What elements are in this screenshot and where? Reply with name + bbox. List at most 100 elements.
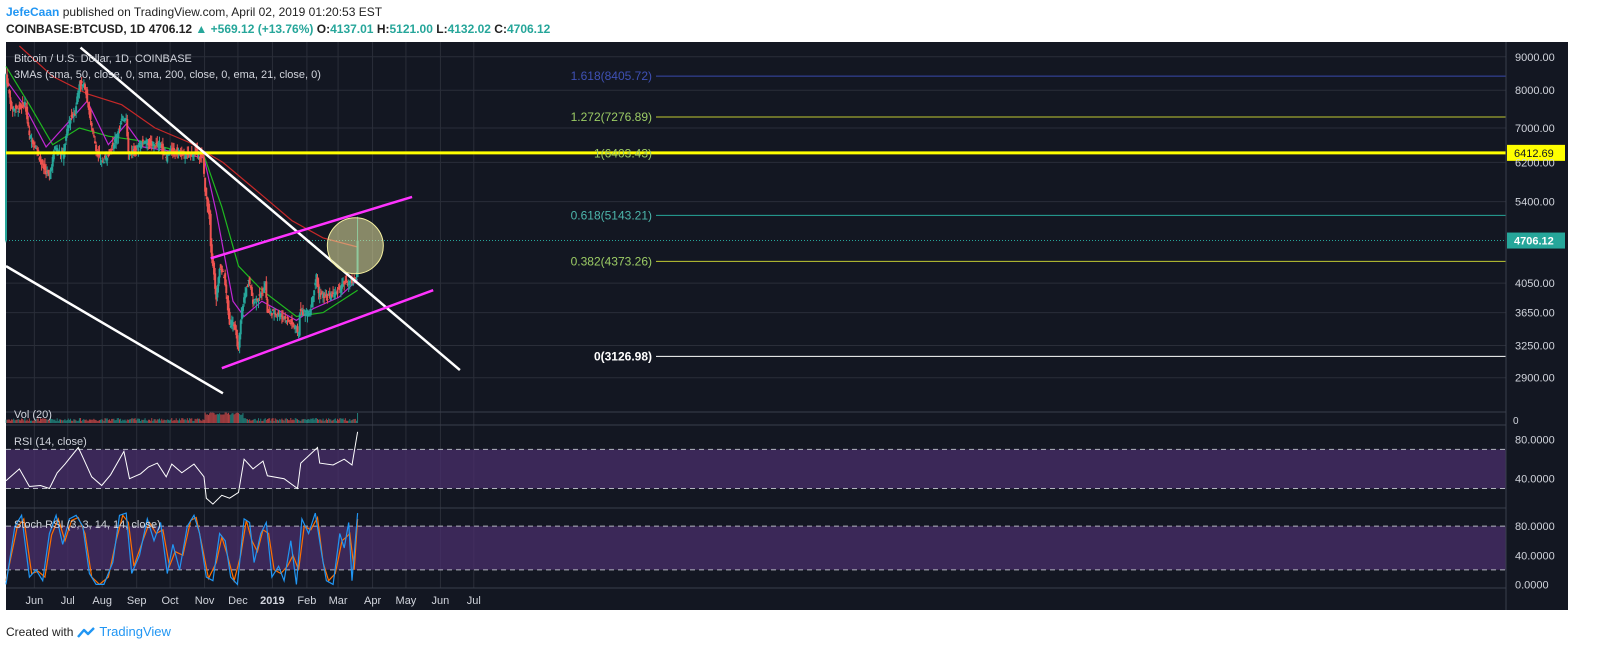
volume-bar (111, 418, 113, 423)
candle-body (10, 101, 13, 106)
volume-bar (185, 420, 187, 423)
candle-body (13, 109, 16, 111)
candle-body (7, 82, 10, 87)
candle-body (53, 146, 56, 150)
volume-bar (11, 419, 13, 423)
price-chart[interactable]: 1.618(8405.72) 1.272(7276.89) 1(6403.43) 0.… (0, 42, 1615, 620)
volume-bar (183, 419, 185, 423)
volume-bar (202, 419, 204, 423)
volume-bar (347, 420, 349, 423)
candle-body (172, 147, 175, 151)
volume-bar (80, 418, 82, 423)
volume-bar (175, 418, 177, 423)
candle-body (156, 141, 159, 145)
high-value: 5121.00 (389, 22, 433, 36)
candle-body (134, 146, 137, 153)
candle-body (121, 116, 124, 118)
volume-bar (60, 419, 62, 423)
candle-body (85, 90, 88, 95)
time-axis-tick: Oct (162, 595, 179, 607)
volume-bar (48, 420, 50, 423)
volume-bar (272, 418, 274, 423)
volume-bar (322, 418, 324, 423)
volume-bar (124, 419, 126, 423)
volume-bar (38, 420, 40, 423)
candle-body (237, 343, 240, 348)
candle-body (157, 142, 160, 148)
candle-body (135, 145, 138, 151)
candle-body (350, 279, 353, 284)
candle-body (106, 157, 109, 161)
candle-body (319, 294, 322, 296)
candle-body (146, 139, 149, 145)
stoch-rsi-label: Stoch RSI (3, 3, 14, 14, close) (14, 519, 161, 531)
volume-bar (260, 418, 262, 423)
volume-bar (101, 419, 103, 423)
candle-body (55, 148, 58, 150)
trendline[interactable] (5, 265, 224, 395)
volume-bar (214, 414, 216, 423)
fib-level-label: 0.382(4373.26) (571, 254, 652, 268)
volume-bar (82, 419, 84, 423)
candle-body (83, 84, 86, 90)
high-label: H: (376, 22, 390, 36)
volume-bar (165, 420, 167, 423)
volume-bar (220, 414, 222, 423)
candle-body (79, 80, 82, 86)
channel-line-lower[interactable] (221, 289, 434, 370)
volume-bar (196, 418, 198, 423)
volume-bar (36, 418, 38, 423)
candle-body (339, 288, 342, 293)
candle-body (320, 292, 323, 294)
volume-bar (255, 420, 257, 423)
candle-body (288, 320, 291, 322)
volume-bar (122, 419, 124, 423)
tradingview-link[interactable]: TradingView (99, 624, 171, 639)
volume-bar (199, 418, 201, 423)
volume-bar (193, 420, 195, 423)
candle-body (347, 282, 350, 286)
volume-bar (154, 419, 156, 423)
candle-body (259, 292, 262, 298)
volume-bar (240, 414, 242, 423)
candle-body (303, 310, 306, 312)
volume-bar (114, 420, 116, 423)
price-change: +569.12 (+13.76%) (210, 22, 314, 36)
candle-body (235, 329, 238, 336)
volume-bar (244, 418, 246, 423)
volume-bar (27, 420, 29, 423)
volume-bar (170, 419, 172, 423)
volume-bar (181, 418, 183, 423)
author-link[interactable]: JefeCaan (6, 5, 60, 19)
volume-bar (335, 420, 337, 423)
candle-body (109, 150, 112, 152)
volume-bar (281, 418, 283, 423)
volume-bar (62, 420, 64, 423)
trendline[interactable] (79, 46, 461, 371)
volume-bar (200, 420, 202, 423)
candle-body (124, 119, 127, 121)
candle-body (25, 107, 28, 112)
volume-bar (75, 420, 77, 423)
volume-bar (45, 419, 47, 423)
candle-body (315, 274, 318, 282)
volume-bar (333, 419, 335, 423)
volume-bar (31, 420, 33, 423)
candle-body (99, 157, 102, 159)
volume-bar (157, 419, 159, 423)
candle-body (285, 320, 288, 322)
highlight-circle[interactable] (326, 217, 384, 275)
volume-bar (186, 418, 188, 423)
volume-bar (233, 414, 235, 423)
volume-bar (194, 418, 196, 423)
candle-body (340, 284, 343, 289)
candle-body (72, 114, 75, 117)
candle-body (224, 273, 227, 286)
candle-body (176, 147, 179, 155)
candle-body (115, 135, 118, 144)
candle-body (116, 134, 119, 138)
candle-body (33, 145, 36, 148)
candle-body (48, 170, 51, 176)
candle-body (330, 294, 333, 297)
channel-line-upper[interactable] (210, 195, 413, 260)
